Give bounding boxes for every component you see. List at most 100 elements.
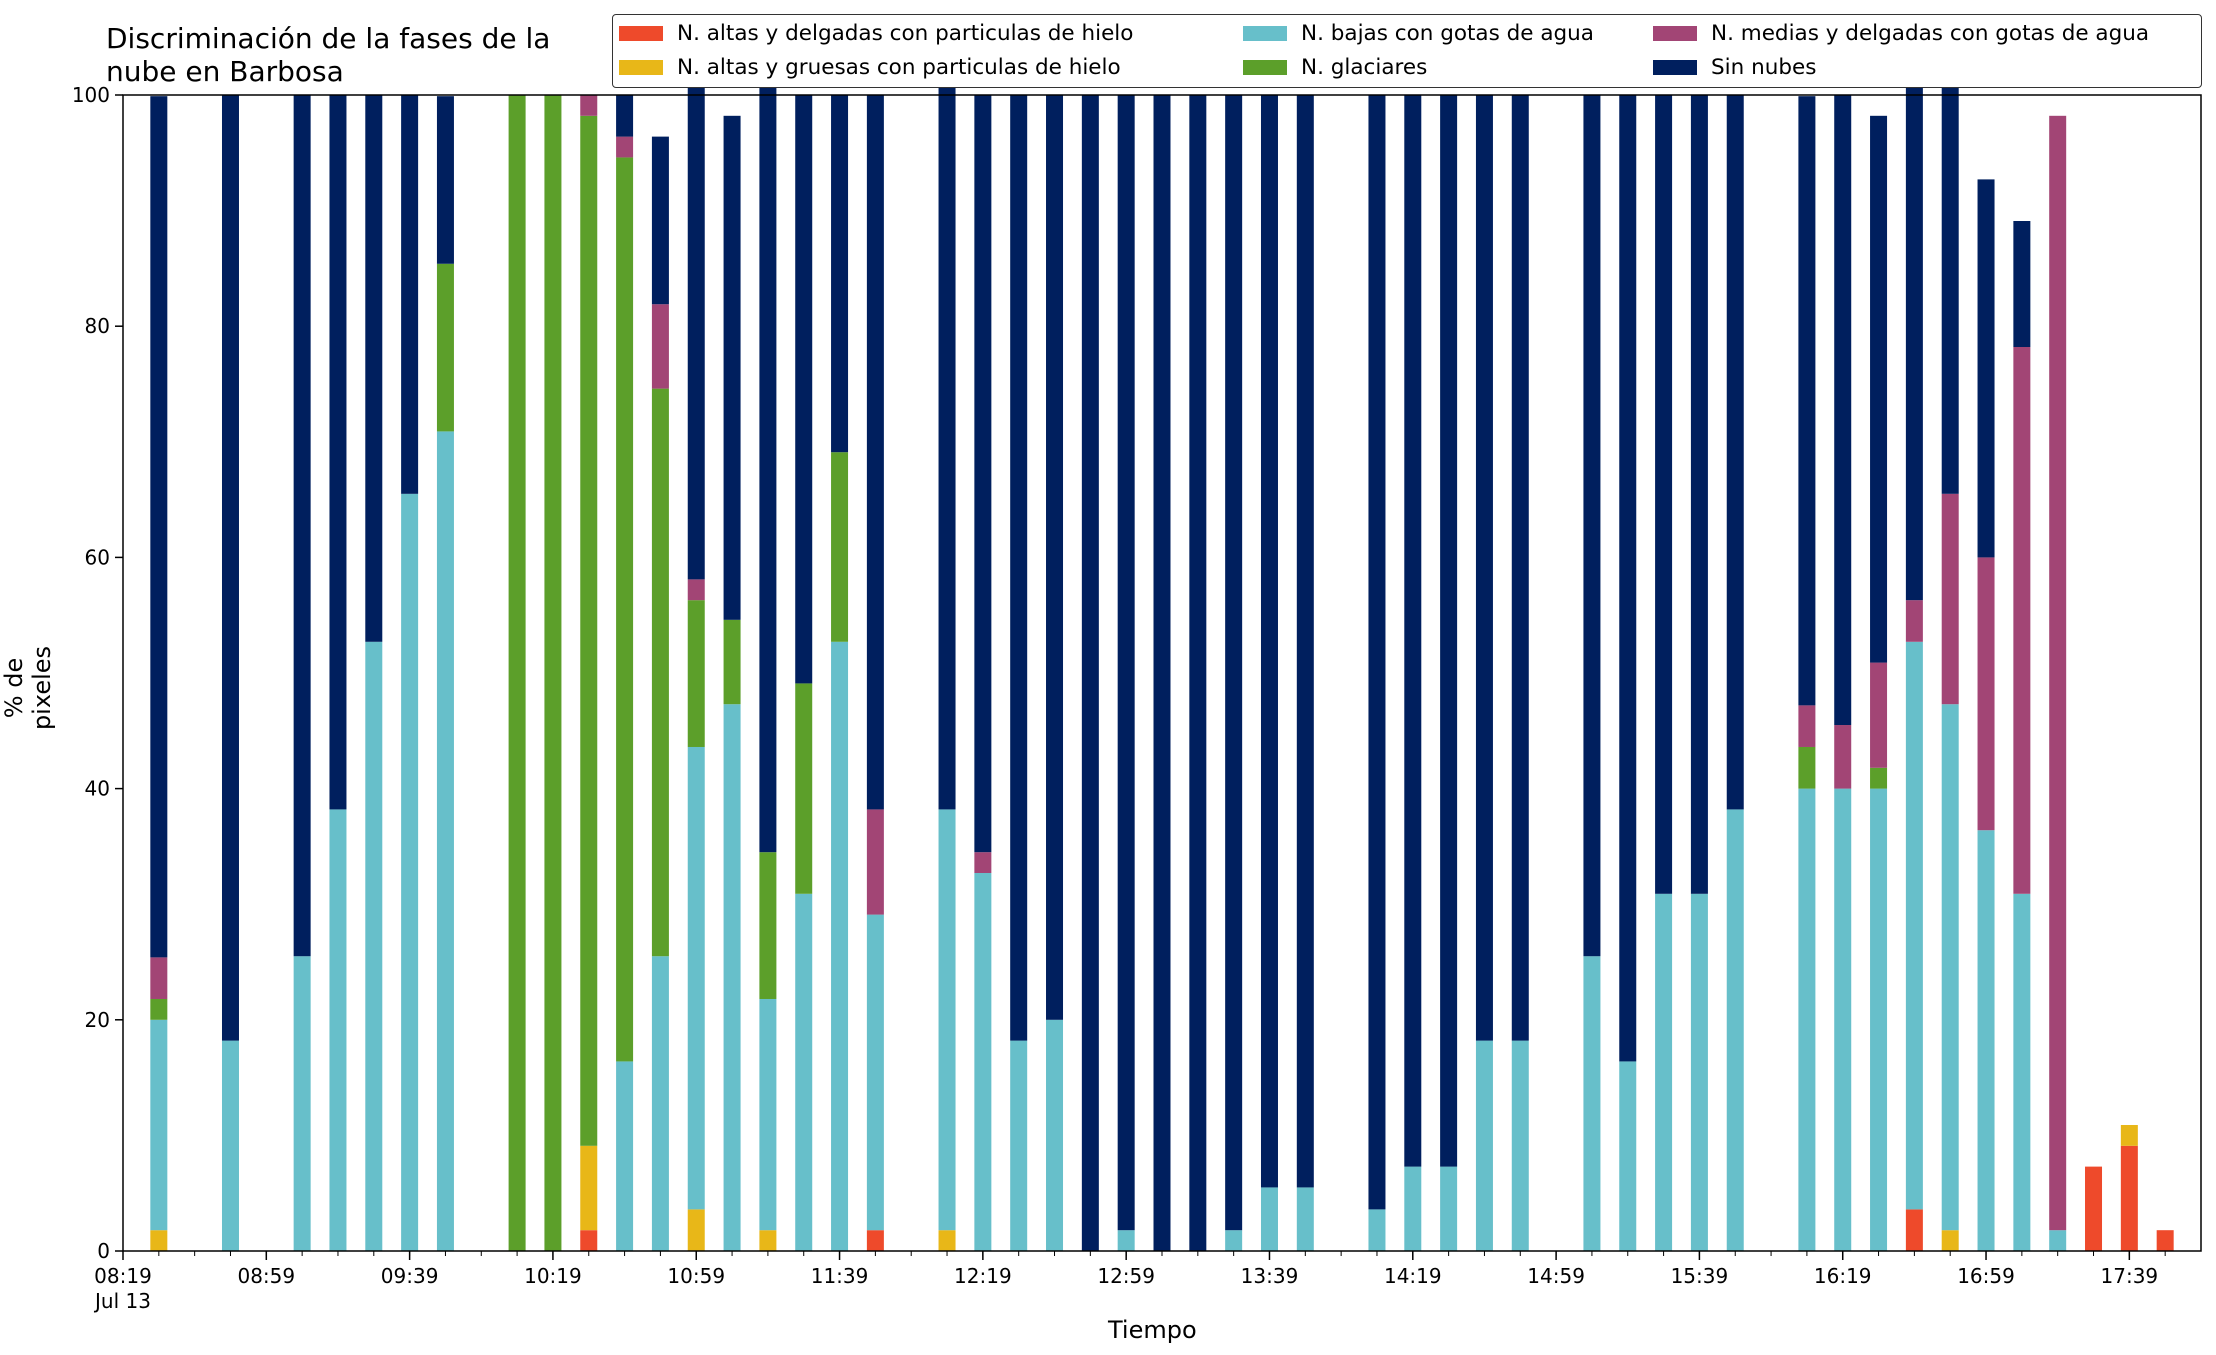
bar-segment: [580, 1145, 598, 1231]
legend-item: Sin nubes: [1653, 55, 1816, 80]
bar-segment: [831, 452, 849, 642]
bar-segment: [1046, 1019, 1064, 1251]
x-tick-label: 10:19: [524, 1264, 582, 1288]
bar-segment: [1583, 956, 1601, 1251]
legend: N. altas y delgadas con particulas de hi…: [612, 14, 2202, 88]
bar-segment: [651, 136, 669, 305]
bar-segment: [831, 95, 849, 453]
bar-segment: [1296, 95, 1314, 1188]
y-axis-label: % de pixeles: [0, 645, 56, 731]
legend-label: N. altas y delgadas con particulas de hi…: [677, 21, 1134, 46]
bar-segment: [1798, 788, 1816, 1251]
bar-segment: [365, 641, 383, 1251]
bar-segment: [1655, 95, 1673, 894]
bar-segment: [651, 956, 669, 1251]
bar-segment: [1225, 95, 1243, 1231]
y-tick-label: 100: [72, 83, 110, 107]
bar-segment: [1475, 1040, 1493, 1251]
bar-segment: [1189, 95, 1207, 1251]
bar-segment: [401, 493, 419, 1251]
bar-segment: [1690, 95, 1708, 894]
bar-segment: [1081, 95, 1099, 1251]
bar-segment: [1977, 179, 1995, 558]
bar-segment: [436, 431, 454, 1251]
legend-swatch: [1653, 26, 1697, 41]
bar-segment: [293, 956, 311, 1251]
bar-segment: [1798, 705, 1816, 747]
bar-segment: [544, 95, 562, 1251]
legend-swatch: [619, 26, 663, 41]
bar-segment: [150, 998, 168, 1020]
bar-segment: [759, 74, 777, 853]
x-tick-label: 13:39: [1241, 1264, 1299, 1288]
bar-segment: [1619, 1061, 1637, 1251]
bar-segment: [150, 96, 168, 958]
x-tick-label: 14:59: [1527, 1264, 1585, 1288]
bar-segment: [723, 115, 741, 620]
bar-segment: [1905, 600, 1923, 642]
bar-segment: [365, 95, 383, 642]
bar-segment: [401, 95, 419, 494]
chart-title-line-2: nube en Barbosa: [106, 55, 344, 88]
bar-segment: [2085, 1166, 2103, 1251]
bar-segment: [687, 746, 705, 1210]
bar-segment: [1798, 96, 1816, 706]
bar-segment: [723, 704, 741, 1251]
x-tick-label: 11:39: [811, 1264, 869, 1288]
bar-segment: [580, 1230, 598, 1251]
bar-segment: [1260, 1187, 1278, 1251]
bar-segment: [616, 157, 634, 1062]
bar-segment: [1905, 641, 1923, 1210]
bar-segment: [150, 957, 168, 999]
bar-segment: [293, 95, 311, 957]
x-tick-sublabel: Jul 13: [93, 1289, 151, 1313]
legend-swatch: [1243, 26, 1287, 41]
bar-segment: [1511, 1040, 1529, 1251]
bar-segment: [687, 600, 705, 747]
bar-segment: [1798, 746, 1816, 789]
x-tick-label: 17:39: [2101, 1264, 2159, 1288]
bar-segment: [687, 579, 705, 601]
bar-segment: [795, 893, 813, 1251]
bar-segment: [436, 263, 454, 432]
bar-segment: [1511, 95, 1529, 1041]
legend-item: N. glaciares: [1243, 55, 1427, 80]
bar-segment: [2156, 1230, 2174, 1251]
bar-segment: [974, 852, 992, 873]
legend-item: N. bajas con gotas de agua: [1243, 21, 1594, 46]
bar-segment: [150, 1230, 168, 1251]
bar-segment: [1010, 95, 1028, 1041]
x-tick-label: 10:59: [667, 1264, 725, 1288]
bar-segment: [616, 1061, 634, 1251]
chart-title-line-1: Discriminación de la fases de la: [106, 22, 551, 55]
bar-segment: [866, 914, 884, 1231]
x-tick-label: 16:19: [1814, 1264, 1872, 1288]
bar-segment: [938, 74, 956, 810]
bar-segment: [1977, 557, 1995, 831]
x-tick-label: 08:59: [237, 1264, 295, 1288]
y-tick-label: 60: [85, 545, 110, 569]
bar-segment: [329, 809, 347, 1251]
bar-segment: [580, 115, 598, 1146]
bar-segment: [221, 1040, 239, 1251]
bar-segment: [1905, 1209, 1923, 1251]
bar-segment: [866, 809, 884, 915]
bar-layer: [150, 53, 2174, 1251]
bar-segment: [1153, 95, 1171, 1251]
x-axis-label: Tiempo: [1108, 1316, 1197, 1344]
bar-segment: [866, 95, 884, 810]
bar-segment: [2120, 1124, 2138, 1146]
bar-segment: [1404, 95, 1422, 1167]
bar-segment: [1296, 1187, 1314, 1251]
bar-segment: [1117, 95, 1135, 1231]
bar-segment: [1941, 704, 1959, 1231]
bar-segment: [1440, 95, 1458, 1167]
bar-segment: [1870, 767, 1888, 789]
legend-label: Sin nubes: [1711, 55, 1817, 80]
bar-segment: [2013, 893, 2031, 1251]
bar-segment: [1690, 893, 1708, 1251]
bar-segment: [2049, 115, 2067, 1231]
bar-segment: [616, 136, 634, 158]
